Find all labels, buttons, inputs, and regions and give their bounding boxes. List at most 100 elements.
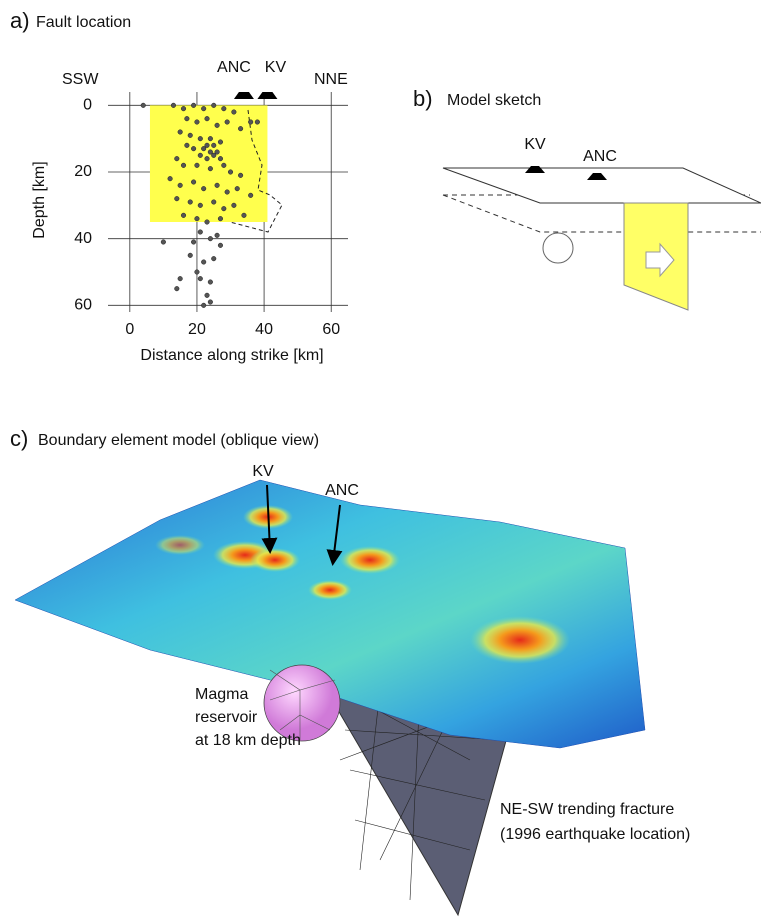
point	[205, 293, 210, 298]
point	[201, 186, 206, 191]
point	[218, 156, 223, 161]
point	[175, 196, 180, 201]
y-tick-label: 20	[74, 163, 92, 180]
point	[205, 156, 210, 161]
point	[201, 106, 206, 111]
point	[161, 240, 166, 245]
uplift	[308, 580, 352, 600]
point	[185, 116, 190, 121]
panel-label: a)	[10, 8, 30, 33]
fracture-label: NE-SW trending fracture	[500, 801, 674, 818]
bem-model: c) Boundary element model (oblique view)…	[10, 426, 690, 915]
x-tick-label: 60	[322, 321, 340, 338]
x-tick-label: 40	[255, 321, 273, 338]
station-label: KV	[265, 59, 287, 76]
point	[191, 103, 196, 108]
point	[208, 136, 213, 141]
point	[208, 300, 213, 305]
point	[248, 193, 253, 198]
fracture-label: (1996 earthquake location)	[500, 826, 690, 843]
scatter-plot: 0 20 40 60 0 20 40 60 ANC KV	[74, 59, 348, 338]
y-tick-label: 40	[74, 230, 92, 247]
point	[198, 230, 203, 235]
point	[195, 120, 200, 125]
point	[181, 213, 186, 218]
x-tick-label: 0	[125, 321, 134, 338]
point	[181, 163, 186, 168]
panel-label: b)	[413, 86, 433, 111]
y-axis-label: Depth [km]	[31, 161, 48, 238]
y-tick-label: 0	[83, 97, 92, 114]
point	[228, 170, 233, 175]
point	[211, 200, 216, 205]
panel-title: Model sketch	[447, 92, 541, 109]
point	[198, 276, 203, 281]
point	[205, 116, 210, 121]
station-label: KV	[524, 136, 546, 153]
point	[218, 140, 223, 145]
direction-label: SSW	[62, 71, 99, 88]
point	[178, 276, 183, 281]
point	[222, 106, 227, 111]
uplift	[155, 535, 205, 555]
station-label: ANC	[217, 59, 251, 76]
reservoir-label: Magma	[195, 686, 248, 703]
point	[188, 133, 193, 138]
y-tick-label: 60	[74, 297, 92, 314]
reservoir-label: reservoir	[195, 709, 258, 726]
point	[168, 176, 173, 181]
point	[208, 280, 213, 285]
reservoir-circle	[543, 233, 573, 263]
point	[191, 240, 196, 245]
point	[255, 120, 260, 125]
point	[211, 103, 216, 108]
point	[222, 163, 227, 168]
uplift	[250, 548, 300, 572]
point	[211, 256, 216, 261]
point	[232, 110, 237, 115]
point	[195, 270, 200, 275]
point	[191, 146, 196, 151]
point	[225, 120, 230, 125]
station-marker	[525, 166, 545, 173]
point	[222, 206, 227, 211]
point	[208, 166, 213, 171]
point	[232, 203, 237, 208]
point	[248, 120, 253, 125]
x-axis-label: Distance along strike [km]	[140, 347, 323, 364]
point	[215, 123, 220, 128]
point	[201, 260, 206, 265]
station-label: ANC	[583, 148, 617, 165]
point	[198, 153, 203, 158]
point	[191, 180, 196, 185]
point	[198, 203, 203, 208]
point	[171, 103, 176, 108]
point	[178, 183, 183, 188]
point	[215, 183, 220, 188]
point	[181, 106, 186, 111]
point	[195, 216, 200, 221]
point	[235, 186, 240, 191]
figure: a) Fault location SSW NNE Distance along…	[0, 0, 761, 921]
point	[211, 153, 216, 158]
point	[188, 200, 193, 205]
point	[215, 233, 220, 238]
point	[205, 220, 210, 225]
point	[201, 146, 206, 151]
arrow-label: ANC	[325, 482, 359, 499]
direction-label: NNE	[314, 71, 348, 88]
arrow-label: KV	[252, 463, 274, 480]
point	[208, 236, 213, 241]
point	[188, 253, 193, 258]
point	[218, 243, 223, 248]
point	[242, 213, 247, 218]
reservoir-label: at 18 km depth	[195, 732, 301, 749]
point	[175, 286, 180, 291]
x-tick-label: 20	[188, 321, 206, 338]
point	[178, 130, 183, 135]
point	[198, 136, 203, 141]
station-marker	[234, 92, 254, 99]
uplift	[470, 616, 570, 664]
panel-title: Fault location	[36, 14, 131, 31]
point	[195, 163, 200, 168]
